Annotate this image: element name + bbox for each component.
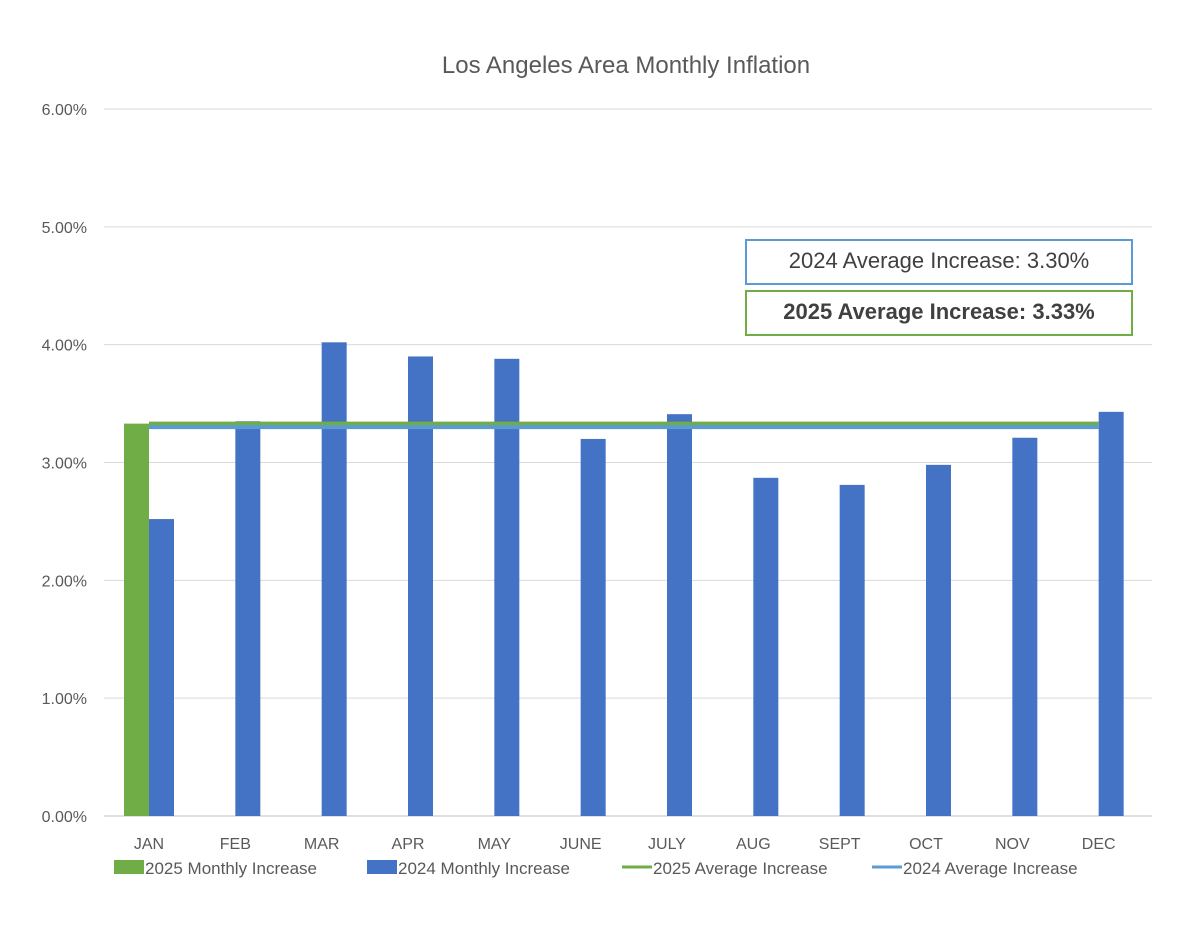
- x-tick-label: MAR: [304, 836, 340, 853]
- bar-2024: [839, 484, 865, 816]
- x-tick-label: AUG: [736, 836, 771, 853]
- chart-title: Los Angeles Area Monthly Inflation: [442, 52, 810, 79]
- bar-2025: [124, 423, 149, 816]
- legend-label: 2025 Average Increase: [653, 859, 828, 878]
- x-tick-label: FEB: [220, 836, 251, 853]
- x-tick-label: JULY: [648, 836, 686, 853]
- bar-2024: [408, 356, 433, 816]
- x-tick-label: MAY: [478, 836, 512, 853]
- legend-label: 2025 Monthly Increase: [145, 859, 317, 878]
- legend-label: 2024 Monthly Increase: [398, 859, 570, 878]
- bars: [124, 342, 1124, 816]
- bar-2024: [494, 358, 520, 816]
- y-tick-label: 1.00%: [42, 691, 87, 708]
- annotation-2024-label: 2024 Average Increase: [788, 248, 1015, 273]
- y-tick-label: 4.00%: [42, 338, 87, 355]
- y-tick-label: 2.00%: [42, 573, 87, 590]
- y-tick-label: 0.00%: [42, 809, 87, 826]
- legend: 2025 Monthly Increase 2024 Monthly Increa…: [114, 859, 1078, 878]
- x-tick-label: OCT: [909, 836, 943, 853]
- y-tick-label: 5.00%: [42, 220, 87, 237]
- bar-2024: [1012, 437, 1038, 816]
- bar-2024: [1098, 411, 1124, 816]
- bar-2024: [321, 342, 347, 816]
- annotation-2024-value: 3.30%: [1026, 248, 1090, 273]
- legend-label: 2024 Average Increase: [903, 859, 1078, 878]
- annotation-2024-average: 2024 Average Increase: 3.30%: [745, 239, 1133, 285]
- x-tick-label: NOV: [995, 836, 1030, 853]
- bar-2024: [235, 421, 261, 816]
- x-axis-ticks: JAN FEB MAR APR MAY JUNE JULY AUG SEPT OCT NOV DEC: [134, 836, 1116, 853]
- x-tick-label: DEC: [1082, 836, 1116, 853]
- y-axis-ticks: 0.00% 1.00% 2.00% 3.00% 4.00% 5.00% 6.00%: [42, 102, 87, 826]
- bar-2024: [753, 477, 779, 816]
- bar-2024: [667, 414, 692, 816]
- x-tick-label: APR: [392, 836, 425, 853]
- y-tick-label: 3.00%: [42, 456, 87, 473]
- annotation-2025-label: 2025 Average Increase: [783, 299, 1019, 324]
- legend-swatch: [367, 860, 397, 874]
- x-tick-label: JAN: [134, 836, 164, 853]
- bar-2024: [580, 438, 606, 816]
- legend-swatch: [114, 860, 144, 874]
- gridlines: [104, 108, 1152, 817]
- x-tick-label: SEPT: [819, 836, 861, 853]
- annotation-2025-value: 3.33%: [1032, 299, 1095, 324]
- average-lines: [149, 421, 1099, 430]
- x-tick-label: JUNE: [560, 836, 602, 853]
- y-tick-label: 6.00%: [42, 102, 87, 119]
- annotation-2025-average: 2025 Average Increase: 3.33%: [745, 290, 1133, 336]
- bar-2024: [149, 519, 174, 816]
- bar-2024: [926, 464, 951, 816]
